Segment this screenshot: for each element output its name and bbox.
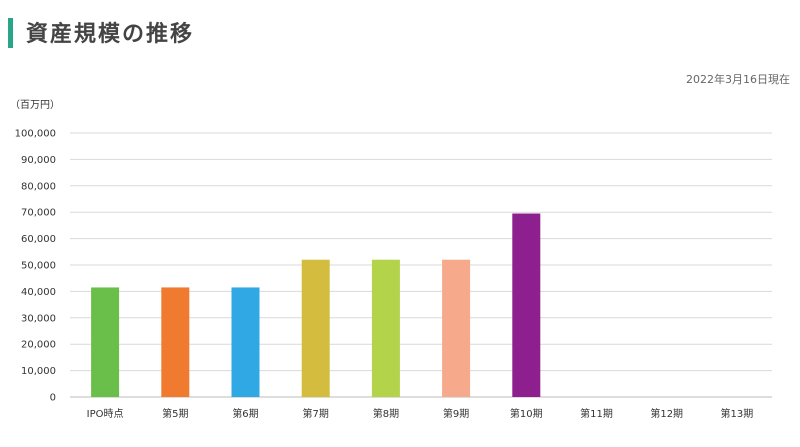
x-tick-label: IPO時点 xyxy=(87,408,124,420)
bar-0 xyxy=(91,287,120,397)
x-tick-label: 第9期 xyxy=(443,407,469,420)
title-accent-bar xyxy=(8,18,13,48)
y-unit-label: （百万円） xyxy=(10,99,60,111)
as-of-date: 2022年3月16日現在 xyxy=(686,73,790,86)
bar-3 xyxy=(301,259,330,397)
y-tick-label: 10,000 xyxy=(21,366,56,377)
bar-4 xyxy=(371,259,400,397)
x-tick-label: 第7期 xyxy=(303,407,329,420)
y-tick-label: 80,000 xyxy=(21,181,56,192)
bar-6 xyxy=(512,213,541,397)
x-tick-label: 第10期 xyxy=(510,407,543,420)
y-tick-label: 50,000 xyxy=(21,261,56,272)
page-title: 資産規模の推移 xyxy=(26,22,195,47)
y-tick-label: 90,000 xyxy=(21,155,56,166)
bar-2 xyxy=(231,287,260,397)
y-tick-label: 0 xyxy=(50,393,56,404)
bar-5 xyxy=(442,259,471,397)
x-tick-label: 第5期 xyxy=(162,407,188,420)
x-tick-label: 第13期 xyxy=(721,407,754,420)
y-tick-label: 60,000 xyxy=(21,234,56,245)
y-tick-label: 100,000 xyxy=(15,129,56,140)
x-tick-label: 第11期 xyxy=(580,407,613,420)
x-tick-label: 第12期 xyxy=(650,407,683,420)
y-tick-label: 20,000 xyxy=(21,340,56,351)
x-tick-label: 第8期 xyxy=(373,407,399,420)
y-tick-label: 70,000 xyxy=(21,208,56,219)
x-tick-label: 第6期 xyxy=(232,407,258,420)
bar-1 xyxy=(161,287,190,397)
y-tick-label: 30,000 xyxy=(21,313,56,324)
y-tick-label: 40,000 xyxy=(21,287,56,298)
